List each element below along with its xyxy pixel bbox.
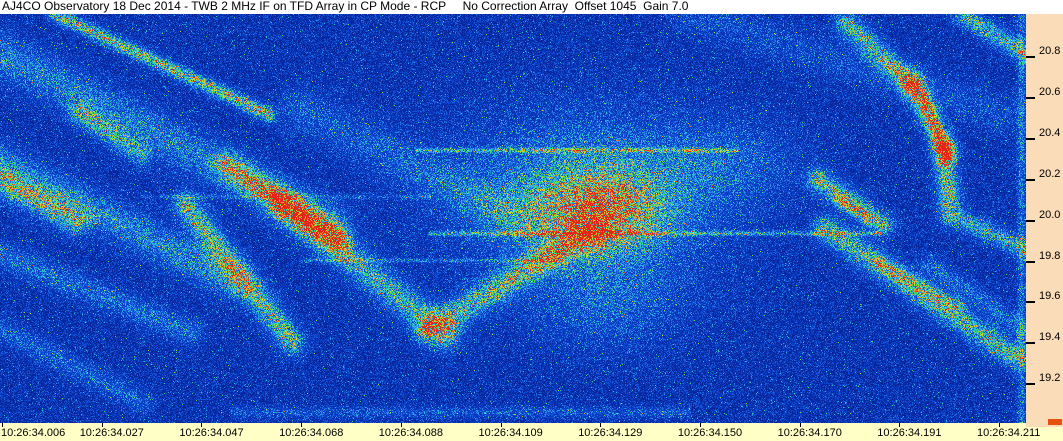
axis-corner-marker [1048, 419, 1062, 425]
freq-tick-label: 20.2 [1039, 167, 1061, 180]
time-tick-label: 10:26:34.006 [1, 427, 66, 439]
freq-tick-label: 20.8 [1039, 45, 1061, 57]
time-tick-label: 10:26:34.211 [977, 427, 1041, 439]
freq-tick [1026, 260, 1035, 263]
freq-tick-label: 19.4 [1039, 331, 1061, 344]
time-tick-label: 10:26:34.109 [478, 427, 543, 439]
title-bar: AJ4CO Observatory 18 Dec 2014 - TWB 2 MH… [0, 0, 1063, 14]
time-tick [301, 423, 303, 427]
time-tick [400, 423, 402, 427]
time-tick-label: 10:26:34.191 [877, 427, 942, 439]
freq-tick-label: 20.4 [1039, 126, 1061, 139]
freq-tick [1026, 137, 1035, 140]
freq-tick [1026, 219, 1035, 222]
freq-tick [1026, 301, 1035, 304]
time-tick-label: 10:26:34.150 [677, 427, 743, 439]
time-tick-label: 10:26:34.088 [378, 427, 444, 439]
freq-tick [1026, 96, 1035, 99]
frequency-axis: 20.8 20.6 20.4 20.2 20.0 19.8 19.6 19.4 19.2 [1026, 14, 1063, 427]
freq-tick-label: 20.6 [1039, 85, 1061, 98]
time-tick [799, 423, 801, 427]
time-tick [899, 423, 901, 427]
freq-tick-label: 19.8 [1039, 249, 1061, 262]
time-tick [101, 423, 103, 427]
spectrogram-canvas [0, 14, 1026, 423]
time-tick-label: 10:26:34.068 [279, 427, 344, 439]
time-tick [999, 423, 1000, 427]
time-tick [500, 423, 502, 427]
time-tick-label: 10:26:34.170 [777, 427, 842, 439]
time-tick [600, 423, 602, 427]
freq-tick-label: 19.2 [1039, 372, 1061, 385]
time-tick [201, 423, 203, 427]
time-tick-label: 10:26:34.047 [179, 427, 244, 439]
freq-tick-label: 20.0 [1039, 208, 1061, 221]
freq-tick [1026, 383, 1035, 386]
time-tick-label: 10:26:34.129 [578, 427, 643, 439]
freq-tick-label: 19.6 [1039, 290, 1061, 303]
freq-tick [1026, 342, 1035, 345]
time-tick [699, 423, 701, 427]
freq-tick [1026, 178, 1035, 181]
time-tick-label: 10:26:34.027 [79, 427, 144, 439]
time-tick [2, 423, 3, 427]
freq-tick [1026, 56, 1035, 58]
time-axis: 10:26:34.006 10:26:34.027 10:26:34.047 10:2… [0, 423, 1063, 441]
